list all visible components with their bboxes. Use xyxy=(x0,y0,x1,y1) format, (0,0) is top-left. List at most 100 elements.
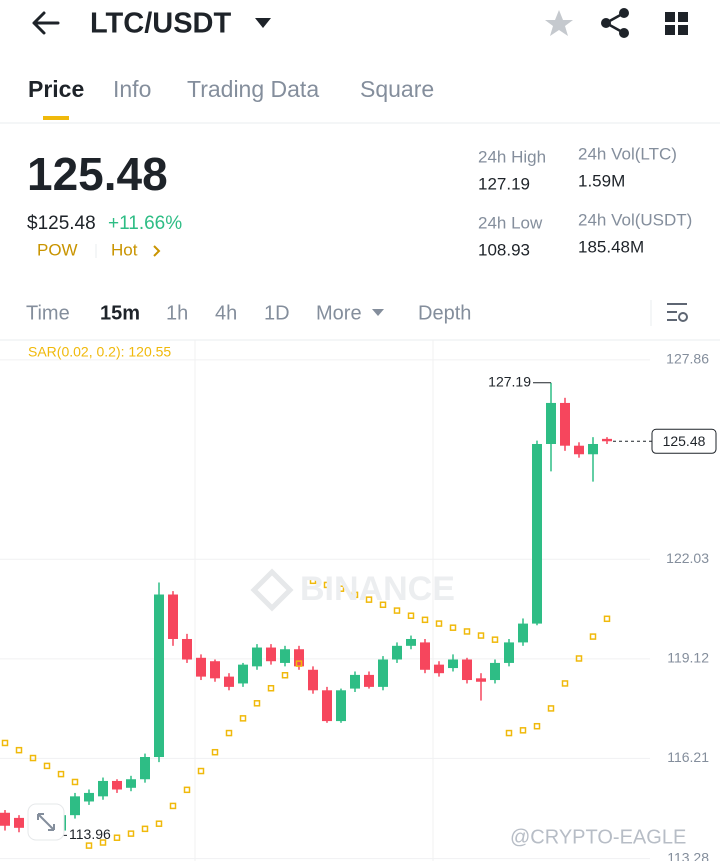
sar-dot xyxy=(127,830,135,837)
share-button[interactable] xyxy=(601,8,629,38)
stat-label: 24h High xyxy=(478,147,546,166)
candle-body xyxy=(462,659,472,681)
candle-body xyxy=(252,647,262,667)
sar-dot xyxy=(477,632,485,639)
sar-dot xyxy=(533,722,541,730)
tab[interactable]: Price xyxy=(28,76,84,102)
sar-dot xyxy=(169,802,177,810)
sar-dot xyxy=(463,628,471,635)
candle-body xyxy=(238,664,248,684)
sar-dot xyxy=(155,820,163,827)
indicator-label: SAR(0.02, 0.2): 120.55 xyxy=(28,344,171,360)
sar-dot xyxy=(225,729,233,737)
sar-dot xyxy=(57,770,65,778)
sar-dot xyxy=(351,591,359,599)
timeframe[interactable]: 15m xyxy=(100,302,140,324)
sar-dot xyxy=(603,615,611,623)
grid-menu[interactable] xyxy=(665,12,688,35)
pair-title[interactable]: LTC/USDT xyxy=(90,8,232,40)
sar-dot xyxy=(491,636,499,643)
tab[interactable]: Trading Data xyxy=(187,76,319,102)
tab[interactable]: Info xyxy=(113,76,151,102)
sar-dot xyxy=(15,746,23,754)
fiat-price: $125.48 xyxy=(27,213,96,234)
y-tick-label: 116.21 xyxy=(667,749,709,765)
candle-body xyxy=(378,659,388,687)
timeframe[interactable]: 1h xyxy=(166,302,188,324)
tag[interactable]: POW xyxy=(37,240,78,259)
sar-dot xyxy=(379,601,387,609)
candle-body xyxy=(294,649,304,667)
candle-body xyxy=(70,796,80,816)
chart: 127.86 122.03 119.12 116.21 113.28 127.19 113.… xyxy=(0,351,717,861)
candle-body xyxy=(126,779,136,788)
stat-label: 24h Low xyxy=(478,213,543,232)
candle-body xyxy=(434,664,444,674)
tag[interactable]: Hot xyxy=(111,240,138,259)
stat-value: 185.48M xyxy=(578,237,644,256)
candle-body xyxy=(14,817,24,828)
candle-body xyxy=(168,594,178,639)
sar-dot xyxy=(575,655,583,662)
candle-body xyxy=(392,645,402,660)
sar-dot xyxy=(589,633,597,640)
candle-body xyxy=(98,780,108,797)
candle-body xyxy=(280,649,290,663)
timeframe[interactable]: 4h xyxy=(215,302,237,324)
tab[interactable]: Square xyxy=(360,76,434,102)
sar-dot xyxy=(449,624,457,631)
candle-body xyxy=(588,443,598,455)
timeframe[interactable]: More xyxy=(316,302,362,324)
sar-dot xyxy=(309,577,317,585)
sar-dot xyxy=(561,680,569,687)
candle-body xyxy=(266,647,276,662)
candle-body xyxy=(322,690,332,722)
candle-body xyxy=(504,642,514,663)
sar-dot xyxy=(435,620,443,627)
chart-settings[interactable] xyxy=(667,303,688,322)
last-price: 125.48 xyxy=(27,148,168,200)
candle-body xyxy=(602,438,612,442)
watermark-logo xyxy=(250,568,294,612)
favorite-star[interactable] xyxy=(545,10,573,36)
sar-dot xyxy=(43,762,51,770)
sar-dot xyxy=(239,715,247,722)
pair-dropdown[interactable] xyxy=(255,18,271,28)
stat-value: 1.59M xyxy=(578,171,625,190)
y-tick-label: 113.28 xyxy=(667,849,709,861)
candle-body xyxy=(224,676,234,687)
candle-body xyxy=(532,443,542,624)
sar-dot xyxy=(407,612,415,619)
sar-dot xyxy=(519,727,527,734)
candle-body xyxy=(448,659,458,669)
sar-dot xyxy=(505,729,513,737)
sar-dot xyxy=(211,748,219,756)
zoom-button[interactable] xyxy=(27,803,65,841)
y-tick-label: 122.03 xyxy=(666,550,709,566)
timeframe[interactable]: Depth xyxy=(418,302,471,324)
stat-value: 108.93 xyxy=(478,240,530,259)
sar-dot xyxy=(1,739,9,747)
last-price-box xyxy=(651,428,717,454)
tag-chevron xyxy=(153,245,161,257)
more-dropdown[interactable] xyxy=(372,309,384,316)
sar-dot xyxy=(267,684,275,692)
candle-body xyxy=(406,638,416,646)
watermark: @CRYPTO-EAGLE xyxy=(510,826,686,848)
candle-body xyxy=(560,402,570,446)
timeframe[interactable]: 1D xyxy=(264,302,290,324)
candle-body xyxy=(336,690,346,722)
sar-dot xyxy=(365,596,373,603)
high-marker-label: 127.19 xyxy=(488,373,531,389)
timeframe[interactable]: Time xyxy=(26,302,70,324)
sar-dot xyxy=(99,839,107,846)
sar-dot xyxy=(393,607,401,614)
y-tick-label: 119.12 xyxy=(667,650,709,666)
candle-body xyxy=(490,662,500,681)
candle-body xyxy=(140,757,150,780)
back-button[interactable] xyxy=(32,11,60,35)
candle-body xyxy=(574,445,584,455)
watermark: BINANCE xyxy=(300,570,455,608)
sar-dot xyxy=(197,767,205,775)
candle-body xyxy=(364,674,374,687)
